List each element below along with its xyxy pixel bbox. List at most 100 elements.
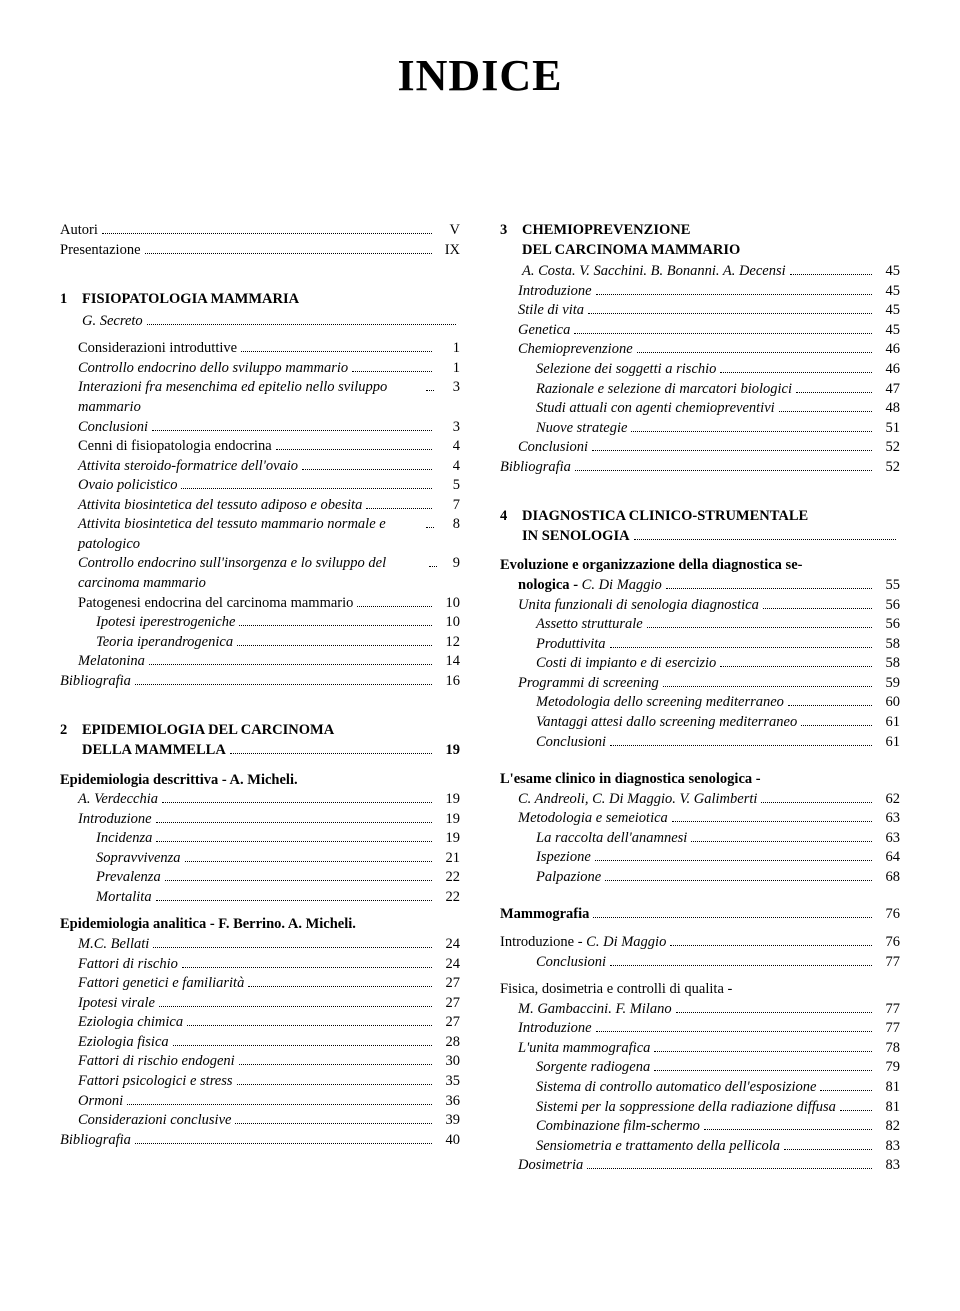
toc-page: 39 (436, 1111, 460, 1131)
toc-label: Metodologia e semeiotica (518, 809, 668, 829)
toc-dots (592, 450, 872, 451)
toc-dots (145, 253, 432, 254)
toc-dots (610, 965, 872, 966)
toc-entry: Eziologia fisica28 (60, 1033, 460, 1053)
toc-dots (352, 371, 432, 372)
toc-label: Costi di impianto e di esercizio (536, 654, 716, 674)
toc-dots (796, 392, 872, 393)
toc-dots (357, 606, 432, 607)
toc-page: 28 (436, 1033, 460, 1053)
toc-page: 1 (436, 339, 460, 359)
toc-dots (152, 430, 432, 431)
toc-label: Introduzione (518, 282, 592, 302)
toc-dots (149, 664, 432, 665)
toc-entry: Controllo endocrino dello sviluppo mamma… (60, 359, 460, 379)
toc-dots (596, 294, 872, 295)
section-heading: Fisica, dosimetria e controlli di qualit… (500, 980, 900, 1000)
toc-label: La raccolta dell'anamnesi (536, 829, 687, 849)
toc-label: Melatonina (78, 652, 145, 672)
toc-page: 8 (438, 515, 460, 535)
toc-page: 81 (876, 1098, 900, 1118)
toc-dots (691, 841, 872, 842)
toc-entry: Metodologia dello screening mediterraneo… (500, 693, 900, 713)
toc-dots (156, 900, 432, 901)
toc-label: Bibliografia (60, 672, 131, 692)
toc-dots (779, 411, 872, 412)
toc-page: 22 (436, 868, 460, 888)
toc-dots (801, 725, 872, 726)
toc-dots (720, 372, 872, 373)
toc-dots (763, 608, 872, 609)
toc-entry: Interazioni fra mesenchima ed epitelio n… (60, 378, 460, 417)
toc-dots (239, 1064, 432, 1065)
toc-page: 24 (436, 935, 460, 955)
toc-dots (647, 627, 872, 628)
toc-label: Sopravvivenza (96, 849, 181, 869)
toc-page: 77 (876, 1000, 900, 1020)
toc-dots (187, 1025, 432, 1026)
chapter-title: DEL CARCINOMA MAMMARIO (522, 241, 900, 261)
toc-dots (587, 1168, 872, 1169)
toc-page: 52 (876, 458, 900, 478)
toc-entry: Melatonina14 (60, 652, 460, 672)
toc-label: Introduzione (518, 1019, 592, 1039)
toc-label: Eziologia chimica (78, 1013, 183, 1033)
toc-label: Studi attuali con agenti chemiopreventiv… (536, 399, 775, 419)
toc-entry: Sistemi per la soppressione della radiaz… (500, 1098, 900, 1118)
toc-page: IX (436, 241, 460, 261)
toc-label: Conclusioni (536, 953, 606, 973)
toc-label: Razionale e selezione di marcatori biolo… (536, 380, 792, 400)
toc-dots (575, 470, 872, 471)
toc-dots (595, 860, 872, 861)
chapter-heading: 3 CHEMIOPREVENZIONE DEL CARCINOMA MAMMAR… (500, 221, 900, 260)
toc-page: 21 (436, 849, 460, 869)
toc-label: Fattori psicologici e stress (78, 1072, 233, 1092)
toc-label: Vantaggi attesi dallo screening mediterr… (536, 713, 797, 733)
toc-entry: Conclusioni61 (500, 733, 900, 753)
chapter-author: A. Costa. V. Sacchini. B. Bonanni. A. De… (522, 262, 786, 282)
toc-dots (704, 1129, 872, 1130)
toc-page: 61 (876, 713, 900, 733)
toc-label: Sistema di controllo automatico dell'esp… (536, 1078, 816, 1098)
toc-label: Nuove strategie (536, 419, 627, 439)
toc-dots (156, 841, 432, 842)
toc-entry: Presentazione IX (60, 241, 460, 261)
toc-page: 76 (876, 933, 900, 953)
toc-page: 4 (436, 437, 460, 457)
chapter-number: 2 (60, 721, 82, 760)
toc-page: 19 (436, 741, 460, 761)
chapter-author: G. Secreto (82, 312, 143, 332)
section-heading-row: Introduzione - C. Di Maggio 76 (500, 933, 900, 953)
page-title: INDICE (60, 50, 900, 101)
toc-entry: Introduzione45 (500, 282, 900, 302)
section-heading: Evoluzione e organizzazione della diagno… (500, 556, 900, 576)
chapter-title: DELLA MAMMELLA (82, 741, 226, 761)
chapter-author-row: G. Secreto (60, 312, 460, 332)
toc-dots (637, 352, 872, 353)
toc-entry: Programmi di screening59 (500, 674, 900, 694)
toc-dots (663, 686, 872, 687)
right-column: 3 CHEMIOPREVENZIONE DEL CARCINOMA MAMMAR… (500, 221, 900, 1176)
toc-page: 40 (436, 1131, 460, 1151)
toc-label: Sorgente radiogena (536, 1058, 650, 1078)
toc-page: 10 (436, 613, 460, 633)
toc-page: 63 (876, 829, 900, 849)
section-heading-row: nologica - C. Di Maggio 55 (500, 576, 900, 596)
toc-page: 27 (436, 1013, 460, 1033)
toc-label: Genetica (518, 321, 570, 341)
toc-label: Fattori di rischio (78, 955, 178, 975)
chapter-title: IN SENOLOGIA (522, 527, 630, 547)
toc-page: 45 (876, 321, 900, 341)
toc-entry: Sopravvivenza 21 (60, 849, 460, 869)
toc-dots (654, 1070, 872, 1071)
toc-page: 56 (876, 615, 900, 635)
toc-label: Cenni di fisiopatologia endocrina (78, 437, 272, 457)
toc-entry: Costi di impianto e di esercizio58 (500, 654, 900, 674)
toc-label: Incidenza (96, 829, 152, 849)
toc-label: Selezione dei soggetti a rischio (536, 360, 716, 380)
toc-entry: Incidenza19 (60, 829, 460, 849)
toc-page: 77 (876, 1019, 900, 1039)
toc-page: 82 (876, 1117, 900, 1137)
toc-entry: Unita funzionali di senologia diagnostic… (500, 596, 900, 616)
toc-dots (181, 488, 432, 489)
